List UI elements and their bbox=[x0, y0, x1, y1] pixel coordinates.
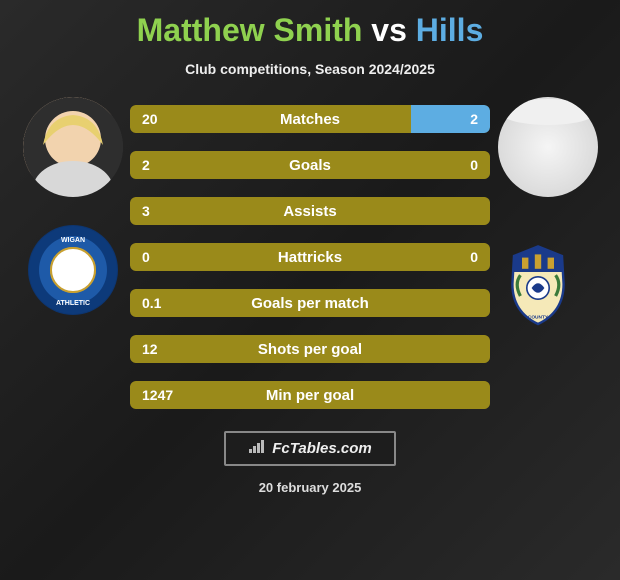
stat-label: Min per goal bbox=[130, 387, 490, 404]
stats-area: WIGAN ATHLETIC 20Matches22Goals03Assists… bbox=[0, 95, 620, 409]
stat-bar: 1247Min per goal bbox=[130, 381, 490, 409]
stat-bar: 0Hattricks0 bbox=[130, 243, 490, 271]
title-vs: vs bbox=[371, 12, 407, 48]
title-player2: Hills bbox=[416, 12, 484, 48]
subtitle: Club competitions, Season 2024/2025 bbox=[185, 61, 435, 77]
blank-avatar-icon bbox=[498, 97, 598, 127]
bars-column: 20Matches22Goals03Assists0Hattricks00.1G… bbox=[130, 95, 490, 409]
stat-right-value: 0 bbox=[470, 249, 478, 265]
player1-avatar bbox=[23, 97, 123, 197]
stat-label: Goals bbox=[130, 157, 490, 174]
avatar-face-icon bbox=[23, 97, 123, 197]
stat-label: Assists bbox=[130, 203, 490, 220]
title: Matthew Smith vs Hills bbox=[137, 12, 484, 49]
stat-label: Goals per match bbox=[130, 295, 490, 312]
stat-bar: 0.1Goals per match bbox=[130, 289, 490, 317]
player2-club-badge: COUNTY bbox=[498, 239, 598, 349]
stat-bar: 12Shots per goal bbox=[130, 335, 490, 363]
left-column: WIGAN ATHLETIC bbox=[15, 95, 130, 315]
footer-site-badge: FcTables.com bbox=[224, 431, 395, 466]
stat-bar: 2Goals0 bbox=[130, 151, 490, 179]
stat-bar: 20Matches2 bbox=[130, 105, 490, 133]
comparison-card: Matthew Smith vs Hills Club competitions… bbox=[0, 0, 620, 580]
stat-label: Hattricks bbox=[130, 249, 490, 266]
stockport-badge-icon: COUNTY bbox=[498, 239, 578, 329]
title-player1: Matthew Smith bbox=[137, 12, 363, 48]
svg-text:COUNTY: COUNTY bbox=[527, 314, 548, 320]
svg-text:WIGAN: WIGAN bbox=[60, 237, 84, 244]
stat-right-value: 2 bbox=[470, 111, 478, 127]
stat-label: Matches bbox=[130, 111, 490, 128]
player2-avatar bbox=[498, 97, 598, 197]
player1-club-badge: WIGAN ATHLETIC bbox=[28, 225, 118, 315]
right-column: COUNTY bbox=[490, 95, 605, 349]
stat-bar: 3Assists bbox=[130, 197, 490, 225]
stat-right-value: 0 bbox=[470, 157, 478, 173]
svg-text:ATHLETIC: ATHLETIC bbox=[55, 300, 89, 307]
stat-label: Shots per goal bbox=[130, 341, 490, 358]
footer-site-text: FcTables.com bbox=[272, 440, 371, 457]
chart-icon bbox=[248, 440, 266, 457]
wigan-badge-icon: WIGAN ATHLETIC bbox=[28, 225, 118, 315]
footer-date: 20 february 2025 bbox=[259, 480, 362, 495]
